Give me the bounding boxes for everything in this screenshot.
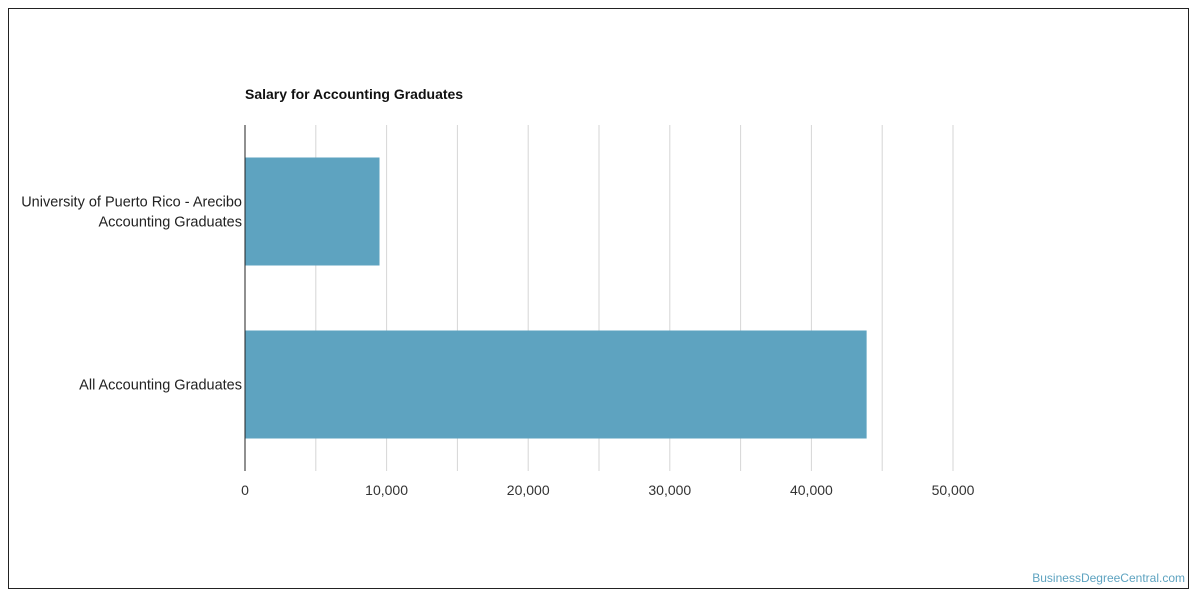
category-labels: University of Puerto Rico - Arecibo Accou… [21, 195, 242, 394]
bar[interactable] [245, 330, 867, 439]
chart-title: Salary for Accounting Graduates [245, 86, 463, 102]
category-label: All Accounting Graduates [79, 378, 242, 394]
x-tick-label: 20,000 [507, 482, 550, 498]
x-tick-label: 40,000 [790, 482, 833, 498]
x-tick-label: 0 [241, 482, 249, 498]
x-tick-label: 10,000 [365, 482, 408, 498]
source-credit: BusinessDegreeCentral.com [1032, 571, 1185, 585]
category-label: University of Puerto Rico - Arecibo [21, 195, 242, 211]
bar[interactable] [245, 157, 380, 266]
x-tick-label: 30,000 [648, 482, 691, 498]
x-axis-ticks: 0 10,000 20,000 30,000 40,000 50,000 [241, 482, 975, 498]
bars [245, 157, 867, 439]
x-tick-label: 50,000 [932, 482, 975, 498]
category-label: Accounting Graduates [99, 215, 242, 231]
